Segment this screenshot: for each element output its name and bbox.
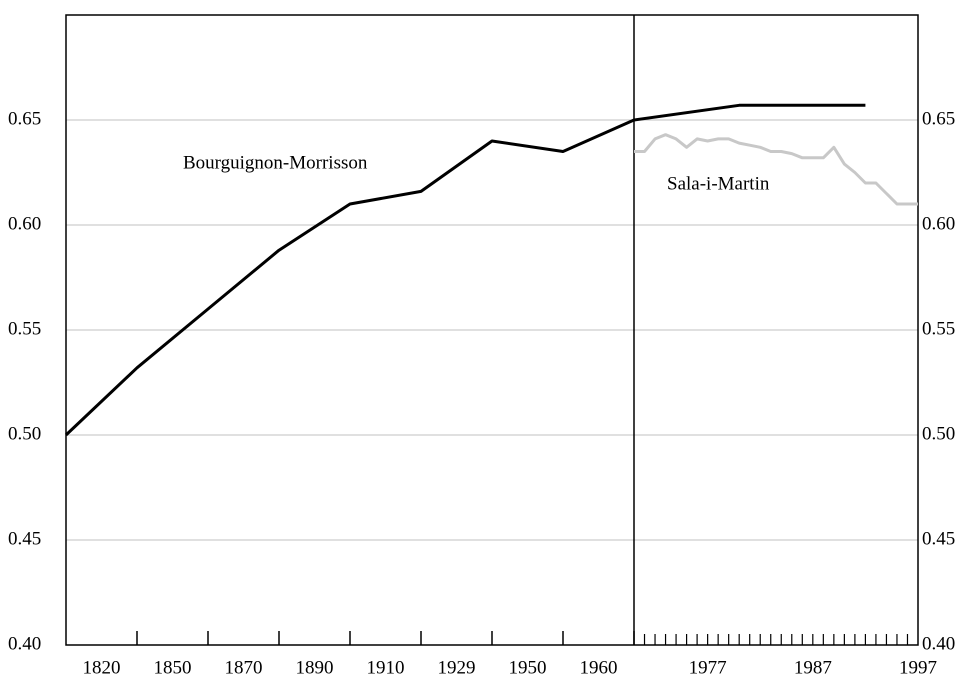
- y2-tick-label: 0.45: [922, 528, 955, 549]
- y2-tick-label: 0.50: [922, 423, 955, 444]
- y-tick-label: 0.60: [8, 213, 41, 234]
- line-series: [633, 103, 866, 122]
- x-tick-label: 1987: [794, 657, 832, 678]
- series-label: Bourguignon-Morrisson: [183, 152, 368, 173]
- x-tick-label: 1960: [580, 657, 618, 678]
- y2-tick-label: 0.65: [922, 108, 955, 129]
- x-tick-label: 1977: [689, 657, 727, 678]
- y2-tick-label: 0.60: [922, 213, 955, 234]
- line-series: [634, 133, 918, 206]
- x-tick-label: 1890: [296, 657, 334, 678]
- y-tick-label: 0.45: [8, 528, 41, 549]
- y-tick-label: 0.40: [8, 633, 41, 654]
- x-tick-label: 1929: [438, 657, 476, 678]
- x-tick-label: 1950: [509, 657, 547, 678]
- y2-tick-label: 0.40: [922, 633, 955, 654]
- y-tick-label: 0.55: [8, 318, 41, 339]
- y-tick-label: 0.50: [8, 423, 41, 444]
- x-tick-label: 1910: [367, 657, 405, 678]
- x-tick-label: 1870: [225, 657, 263, 678]
- series-label: Sala-i-Martin: [667, 173, 770, 194]
- x-tick-label: 1997: [899, 657, 937, 678]
- x-tick-label: 1820: [83, 657, 121, 678]
- series-connector: [561, 118, 636, 153]
- line-series: [64, 139, 564, 437]
- y-tick-label: 0.65: [8, 108, 41, 129]
- x-tick-label: 1850: [154, 657, 192, 678]
- y2-tick-label: 0.55: [922, 318, 955, 339]
